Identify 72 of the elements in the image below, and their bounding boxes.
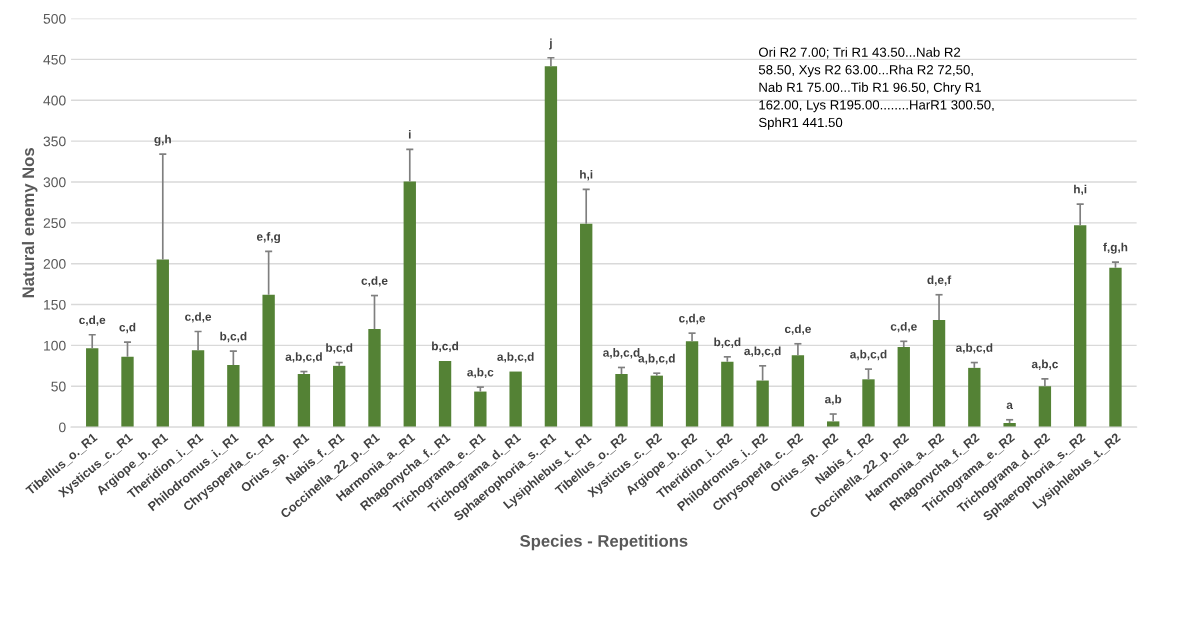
annotation: j — [549, 38, 552, 50]
annotation: f,g,h — [1103, 242, 1128, 254]
annotation: h,i — [580, 170, 593, 181]
bar — [862, 379, 875, 428]
bar — [897, 347, 910, 428]
bar — [262, 294, 275, 428]
bar — [191, 350, 205, 428]
y-tick-label: 500 — [43, 13, 66, 24]
bar — [721, 361, 734, 428]
annotation: e,f,g — [256, 232, 280, 244]
annotation: a,b,c — [1031, 359, 1059, 370]
annotation: b,c,d — [326, 343, 353, 354]
bar — [685, 341, 699, 428]
bar — [403, 181, 416, 428]
annotation: b,c,d — [220, 331, 247, 343]
bar — [791, 355, 805, 428]
annotation: a,b,c,d — [744, 346, 781, 357]
annotation: b,c,d — [432, 341, 459, 352]
y-axis-title: Natural enemy Nos — [21, 148, 38, 298]
bar — [615, 374, 628, 428]
x-axis-title: Species - Repetitions — [520, 534, 688, 551]
y-tick-label: 50 — [51, 381, 66, 392]
annotation: c,d,e — [361, 276, 388, 287]
bar — [368, 329, 381, 428]
bar — [650, 375, 663, 428]
annotation: a,b — [825, 394, 842, 406]
bar — [932, 320, 946, 428]
y-tick-label: 200 — [43, 259, 66, 269]
annotation: Ori R2 7.00; Tri R1 43.50...Nab R2 58.50, Xys R2 63.00...Rha R2 72,50, Nab R1 75.00...Tib R1 96.50, Chry R1 162.00, Lys R195.00........HarR1 300.50, SphR1 441.50 — [758, 47, 994, 130]
annotation: a,b,c,d — [497, 352, 534, 363]
annotation: b,c,d — [714, 337, 741, 348]
bar — [156, 259, 169, 428]
annotation: a,b,c,d — [638, 353, 675, 365]
annotation: h,i — [1074, 184, 1087, 196]
annotation: a,b,c,d — [850, 349, 887, 361]
bar — [968, 367, 981, 428]
y-tick-label: 400 — [43, 95, 66, 106]
y-tick-label: 250 — [43, 218, 66, 229]
y-tick-label: 350 — [43, 136, 66, 147]
annotation: d,e,f — [927, 275, 952, 286]
y-tick-label: 100 — [44, 340, 66, 351]
bar — [121, 356, 134, 428]
annotation: c,d,e — [185, 312, 212, 323]
bar — [756, 380, 769, 428]
bar — [438, 360, 452, 428]
bar — [1074, 225, 1087, 428]
bar — [297, 374, 311, 428]
bar — [86, 348, 99, 428]
y-tick-label: 0 — [59, 422, 66, 433]
annotation: a,b,c,d — [285, 352, 322, 363]
bar — [227, 365, 240, 428]
annotation: a — [1006, 402, 1013, 410]
y-tick-label: 450 — [43, 54, 66, 65]
annotation: a,b,c,d — [603, 348, 640, 359]
annotation: c,d,e — [679, 313, 706, 325]
annotation: g,h — [154, 134, 171, 146]
annotation: a,b,c — [467, 367, 494, 379]
bar — [333, 365, 346, 428]
annotation: c,d,e — [79, 315, 106, 326]
annotation: c,d,e — [890, 321, 917, 333]
bar — [1109, 267, 1122, 428]
y-tick-label: 300 — [43, 177, 66, 188]
bar — [1038, 386, 1052, 428]
bar — [474, 391, 487, 428]
annotation: a,b,c,d — [955, 343, 993, 354]
annotation: c,d — [119, 322, 136, 334]
annotation: i — [408, 129, 411, 139]
bar — [580, 223, 593, 428]
y-tick-label: 150 — [44, 299, 66, 310]
annotation: c,d,e — [784, 324, 811, 335]
bar — [509, 371, 522, 428]
bar — [544, 66, 558, 428]
